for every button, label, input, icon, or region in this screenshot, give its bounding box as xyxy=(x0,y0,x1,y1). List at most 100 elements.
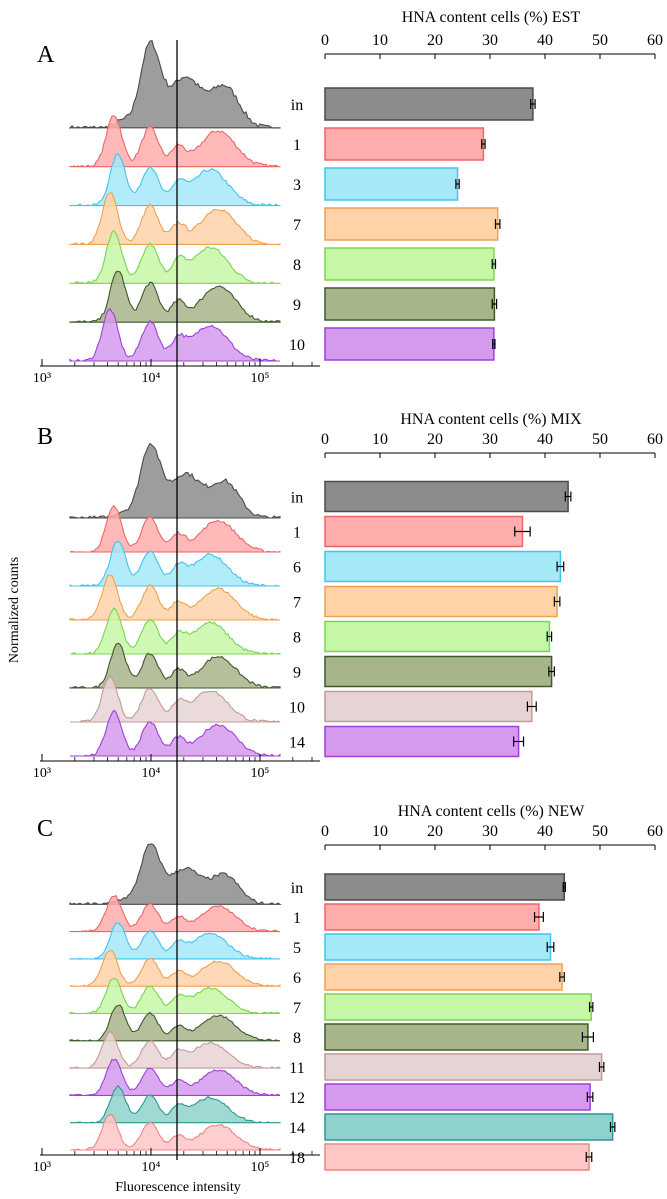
bar-x-tick-label: 20 xyxy=(427,431,443,448)
histogram-trace xyxy=(69,191,281,245)
bar-x-tick-label: 60 xyxy=(647,431,663,448)
bar-x-tick-label: 40 xyxy=(537,32,553,49)
hist-tick-label: 10³ xyxy=(33,371,51,386)
bar-chart-title: HNA content cells (%) MIX xyxy=(400,411,582,428)
category-label: 9 xyxy=(293,297,301,314)
bar xyxy=(324,167,459,201)
category-label: in xyxy=(291,490,303,507)
hist-tick-label: 10³ xyxy=(33,1160,51,1175)
bar xyxy=(324,903,540,931)
bar-x-tick-label: 30 xyxy=(482,823,498,840)
hist-tick-label: 10⁴ xyxy=(142,766,161,781)
category-label: 6 xyxy=(293,970,301,987)
hist-tick-label: 10⁴ xyxy=(142,1160,161,1175)
category-label: 10 xyxy=(289,700,305,717)
bar xyxy=(324,287,496,321)
category-label: 6 xyxy=(293,560,301,577)
bar-x-tick-label: 20 xyxy=(427,823,443,840)
bar xyxy=(324,690,533,723)
bar xyxy=(324,480,569,513)
category-label: 1 xyxy=(293,137,301,154)
histogram-trace xyxy=(69,541,280,587)
x-axis-label: Fluorescence intensity xyxy=(115,1180,241,1195)
histogram-trace xyxy=(69,922,281,960)
bar-x-tick-label: 0 xyxy=(321,32,329,49)
category-label: 10 xyxy=(289,337,305,354)
hist-tick-label: 10⁵ xyxy=(251,766,270,781)
bar xyxy=(324,1023,589,1051)
histogram-trace xyxy=(69,894,280,933)
hist-tick-label: 10⁴ xyxy=(142,371,161,386)
histogram-trace xyxy=(69,40,281,130)
category-label: 8 xyxy=(293,1030,301,1047)
bar-x-tick-label: 30 xyxy=(482,32,498,49)
histogram-trace xyxy=(69,115,281,168)
bar xyxy=(324,327,495,361)
bar xyxy=(324,515,524,548)
bar-chart-title: HNA content cells (%) NEW xyxy=(398,803,586,820)
hist-tick-label: 10⁵ xyxy=(251,1160,270,1175)
bar xyxy=(324,993,592,1021)
histogram-trace xyxy=(70,674,281,723)
bar xyxy=(324,1053,603,1081)
hist-tick-label: 10⁵ xyxy=(251,371,270,386)
hist-tick-label: 10³ xyxy=(33,766,51,781)
bar xyxy=(324,1143,590,1171)
bar xyxy=(324,963,563,991)
category-label: 18 xyxy=(289,1150,305,1167)
histogram-trace xyxy=(69,308,280,362)
category-label: 14 xyxy=(289,735,305,752)
panel-C: C HNA content cells (%) NEW 0 10 20 30 40 50 60 i… xyxy=(33,803,663,1175)
category-label: 11 xyxy=(289,1060,304,1077)
category-label: in xyxy=(291,880,303,897)
histogram-trace xyxy=(69,229,281,285)
category-label: 1 xyxy=(293,525,301,542)
histogram-trace xyxy=(69,574,281,621)
bar-x-tick-label: 0 xyxy=(321,431,329,448)
bar-x-tick-label: 40 xyxy=(537,431,553,448)
category-label: 1 xyxy=(293,910,301,927)
bar-x-tick-label: 10 xyxy=(372,32,388,49)
bar-x-tick-label: 50 xyxy=(592,32,608,49)
bar-x-tick-label: 40 xyxy=(537,823,553,840)
bar-x-tick-label: 60 xyxy=(647,32,663,49)
bar-x-tick-label: 50 xyxy=(592,823,608,840)
histogram-trace xyxy=(69,1058,281,1096)
bar-chart-title: HNA content cells (%) EST xyxy=(402,9,581,26)
category-label: 5 xyxy=(293,940,301,957)
bar xyxy=(324,207,499,241)
category-label: 7 xyxy=(293,217,301,234)
panel-letter: C xyxy=(37,816,53,842)
histogram-trace xyxy=(69,153,281,207)
category-label: 14 xyxy=(289,1120,305,1137)
bar xyxy=(324,550,562,583)
category-label: 7 xyxy=(293,595,301,612)
category-label: in xyxy=(291,97,303,114)
bar xyxy=(324,933,552,961)
bar xyxy=(324,1083,591,1111)
category-label: 9 xyxy=(293,665,301,682)
panel-letter: A xyxy=(37,42,55,68)
category-label: 7 xyxy=(293,1000,301,1017)
bar-x-tick-label: 10 xyxy=(372,431,388,448)
category-label: 8 xyxy=(293,257,301,274)
histogram-trace xyxy=(69,843,282,905)
bar xyxy=(324,585,558,618)
panel-letter: B xyxy=(37,424,53,450)
histogram-trace xyxy=(69,1004,281,1042)
bar xyxy=(324,87,534,121)
bar-x-tick-label: 60 xyxy=(647,823,663,840)
bar-x-tick-label: 20 xyxy=(427,32,443,49)
bar-x-tick-label: 50 xyxy=(592,431,608,448)
bar-x-tick-label: 10 xyxy=(372,823,388,840)
bar xyxy=(324,1113,614,1141)
histogram-trace xyxy=(69,642,281,689)
histogram-trace xyxy=(69,270,281,323)
bar xyxy=(324,873,565,901)
category-label: 3 xyxy=(293,177,301,194)
bar xyxy=(324,127,485,161)
bar xyxy=(324,247,495,281)
bar xyxy=(324,725,520,758)
panel-B: B HNA content cells (%) MIX 0 10 20 30 40 50 60 i… xyxy=(33,411,663,781)
